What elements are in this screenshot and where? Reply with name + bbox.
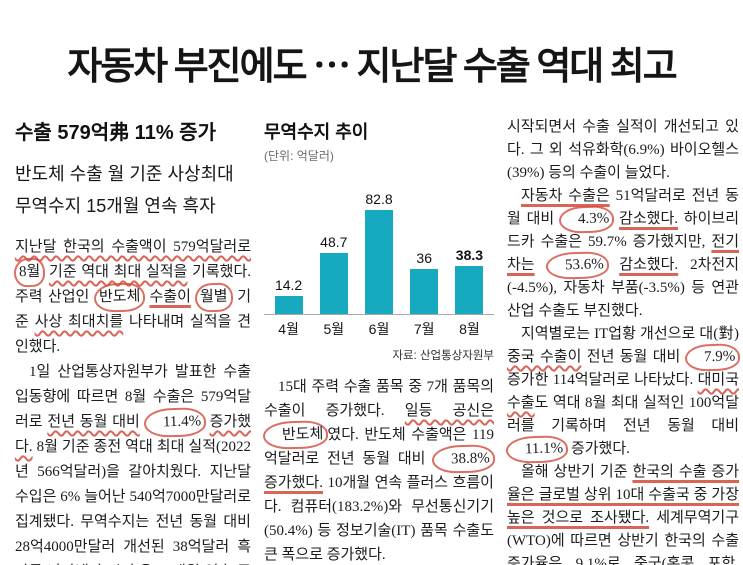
text-run: 기록했다. 주력 산업인 <box>15 263 252 305</box>
chart-source: 자료: 산업통상자원부 <box>392 349 494 362</box>
text-run: 전년 동월 대비 <box>581 348 686 365</box>
text-run: 증가했다. <box>567 440 630 457</box>
red-pen-uline-annotation: 수출이 <box>149 288 191 305</box>
column-middle: 무역수지 추이 (단위: 억달러) 14.2 48.7 82.8 36 38.3 4월 5… <box>262 116 496 565</box>
text-run: 나타내며 실적을 견인했다. <box>15 313 252 355</box>
text-run: 지역별로는 IT업황 개선으로 대(對) <box>521 325 739 342</box>
x-tick-label: 8월 <box>459 320 480 337</box>
red-pen-circle-annotation: 월별 <box>194 282 234 313</box>
bar-group-7월: 36 <box>402 250 447 314</box>
bar-value-label: 36 <box>416 249 432 266</box>
text-run: 8월 기준 종전 역대 최대 실적(2022년 566억달러)을 갈아치웠다. … <box>15 438 251 565</box>
text-run: 기준 <box>15 288 251 330</box>
paragraph: 지난달 한국의 수출액이 579억달러로 8월 기준 역대 최대 실적을 기록했… <box>13 235 252 360</box>
bar-value-label: 82.8 <box>365 190 393 207</box>
bar <box>274 295 303 314</box>
bar-value-label: 48.7 <box>320 233 348 250</box>
paragraph: 시작되면서 수출 실적이 개선되고 있다. 그 외 석유화학(6.9%) 바이오… <box>507 116 739 185</box>
red-pen-circle-annotation: 11.1% <box>505 435 569 464</box>
red-pen-uline-annotation: 감소했다. <box>619 256 679 273</box>
red-pen-wavy-annotation: 일등 공신은 <box>404 402 494 419</box>
text-run <box>607 257 619 273</box>
column-middle-body: 15대 주력 수출 품목 중 7개 품목의 수출이 증가했다. 일등 공신은 반… <box>262 375 496 565</box>
text-run: 세계무역기구(WTO)에 따르면 상반기 한국의 수출 증가율은 9.1%로 중… <box>507 509 739 565</box>
chart-plot: 14.2 48.7 82.8 36 38.3 <box>264 186 494 315</box>
text-run: 였다. 반도체 수출액은 119억달러로 전년 동월 대비 <box>264 426 494 467</box>
headline: 자동차 부진에도 ⋯ 지난달 수출 역대 최고 <box>67 46 677 89</box>
bar-group-6월: 82.8 <box>356 191 401 314</box>
red-pen-uline-annotation: 자동차 수출은 <box>521 187 610 204</box>
red-pen-wavy-annotation: 증가했다. <box>15 413 251 455</box>
bar-group-4월: 14.2 <box>266 277 311 314</box>
red-pen-wavy-annotation: 기준 역대 최대 실적을 <box>49 263 188 280</box>
paragraph: 올해 상반기 기준 한국의 수출 증가율은 글로벌 상위 10대 수출국 중 가… <box>507 461 739 565</box>
red-pen-wavy-annotation: 지난달 한국의 수출액이 579억달러로 <box>15 238 251 255</box>
x-tick-label: 5월 <box>323 320 345 337</box>
bar <box>410 268 439 314</box>
x-tick-label: 4월 <box>278 320 299 337</box>
x-tick-label: 6월 <box>368 320 390 337</box>
column-left: 수출 579억弗 11% 증가 반도체 수출 월 기준 사상최대 무역수지 15… <box>13 116 252 565</box>
x-tick-label: 7월 <box>413 320 435 337</box>
trade-balance-chart: 무역수지 추이 (단위: 억달러) 14.2 48.7 82.8 36 38.3 4월 5… <box>264 116 494 363</box>
red-pen-circle-annotation: 반도체 <box>93 282 146 313</box>
red-pen-circle-annotation: 11.4% <box>143 407 207 438</box>
red-pen-circle-annotation: 4.3% <box>558 205 615 234</box>
deck-sub-2: 무역수지 15개월 연속 흑자 <box>15 195 216 216</box>
bar <box>455 265 484 314</box>
chart-unit-label: (단위: 억달러) <box>264 148 334 163</box>
chart-title: 무역수지 추이 <box>264 121 369 142</box>
red-pen-uline-annotation: 전기차는 <box>507 233 739 273</box>
text-run: 시작되면서 수출 실적이 개선되고 있다. 그 외 석유화학(6.9%) 바이오… <box>507 118 739 181</box>
column-right-body: 시작되면서 수출 실적이 개선되고 있다. 그 외 석유화학(6.9%) 바이오… <box>505 116 741 565</box>
red-pen-uline-annotation: 증가했다. <box>264 474 323 491</box>
text-run: 10개월 연속 플러스 흐름이다. 컴퓨터(183.2%)와 무선통신기기(50… <box>264 474 494 563</box>
red-pen-circle-annotation: 반도체 <box>262 420 329 450</box>
red-pen-circle-annotation: 8월 <box>13 257 46 288</box>
text-run <box>535 257 547 273</box>
red-pen-wavy-annotation: 전년 동월 대비 <box>47 413 140 430</box>
paragraph: 1일 산업통상자원부가 발표한 수출입동향에 따르면 8월 수출은 579억달러… <box>15 360 251 565</box>
text-run: 2차전지(-4.5%), 자동차 부품(-3.5%) 등 연관 산업 수출도 부… <box>507 256 740 319</box>
bar <box>319 252 348 314</box>
text-run: 증가한 114억달러로 나타났다. <box>507 371 698 388</box>
text-run: 하이브리드카 수출은 59.7% 증가했지만, <box>507 210 739 250</box>
red-pen-uline-annotation: 감소했다. <box>619 210 678 227</box>
red-pen-wavy-annotation: 중국 수출이 <box>507 348 582 365</box>
red-pen-uline-annotation: 한국의 수출 증가율은 글로벌 상위 10대 수출국 중 가장 높은 것으로 조… <box>507 463 739 526</box>
article-columns: 수출 579억弗 11% 증가 반도체 수출 월 기준 사상최대 무역수지 15… <box>0 116 743 565</box>
deck-main: 수출 579억弗 11% 증가 <box>15 121 216 144</box>
paragraph: 15대 주력 수출 품목 중 7개 품목의 수출이 증가했다. 일등 공신은 반… <box>262 375 496 565</box>
bar-group-5월: 48.7 <box>311 234 356 314</box>
bar-value-label: 14.2 <box>274 276 303 293</box>
text-run: 도 역대 8월 최대 실적인 100억달러를 기록하며 전년 동월 대비 <box>507 394 739 434</box>
text-run: 1일 산업통상자원부가 발표한 수출입동향에 따르면 8월 수출은 579억달러… <box>15 363 251 430</box>
bar-group-8월: 38.3 <box>447 247 492 314</box>
red-pen-wavy-annotation: 사상 최대치를 <box>34 313 124 330</box>
text-run: 올해 상반기 기준 <box>521 463 633 480</box>
paragraph: 자동차 수출은 51억달러로 전년 동월 대비 4.3% 감소했다. 하이브리드… <box>507 185 739 323</box>
text-run: 15대 주력 수출 품목 중 7개 품목의 수출이 증가했다. <box>264 378 494 419</box>
red-pen-circle-annotation: 38.8% <box>431 444 496 474</box>
text-run: 51억달러로 전년 동월 대비 <box>507 187 739 227</box>
chart-x-axis: 4월 5월 6월 7월 8월 <box>264 319 494 339</box>
column-left-body: 지난달 한국의 수출액이 579억달러로 8월 기준 역대 최대 실적을 기록했… <box>13 235 252 565</box>
red-pen-circle-annotation: 53.6% <box>545 251 609 280</box>
deck-sub-1: 반도체 수출 월 기준 사상최대 <box>15 163 234 184</box>
column-right: 시작되면서 수출 실적이 개선되고 있다. 그 외 석유화학(6.9%) 바이오… <box>505 116 741 565</box>
bar <box>365 209 393 314</box>
paragraph: 지역별로는 IT업황 개선으로 대(對) 중국 수출이 전년 동월 대비 7.9%… <box>505 323 741 464</box>
red-pen-circle-annotation: 7.9% <box>684 343 741 372</box>
bar-value-label: 38.3 <box>455 246 484 263</box>
red-pen-wavy-annotation: 대미국 수출 <box>507 371 739 411</box>
